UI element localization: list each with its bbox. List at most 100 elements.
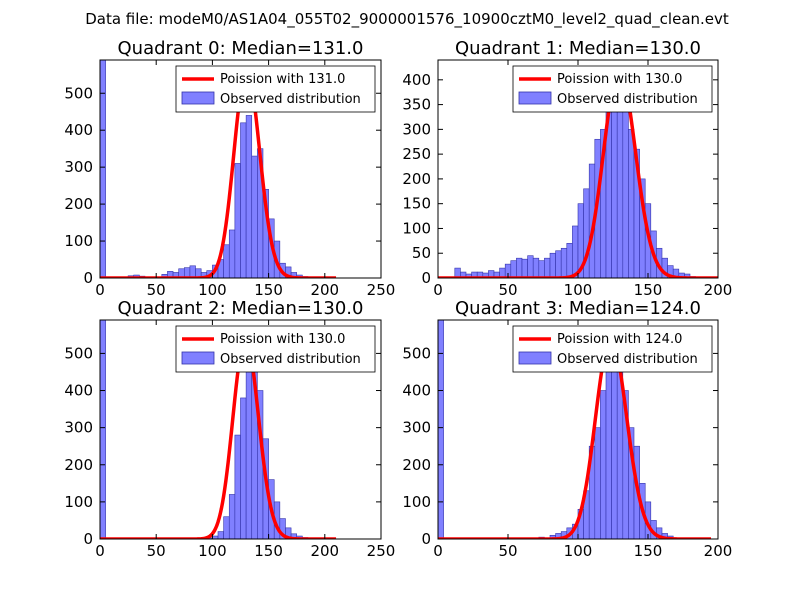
y-tick-label: 200 xyxy=(64,195,93,213)
histogram-bar xyxy=(516,257,523,278)
histogram-bar xyxy=(223,244,230,278)
x-tick-label: 200 xyxy=(704,542,733,560)
y-tick-label: 400 xyxy=(402,71,431,89)
histogram-bar xyxy=(544,257,551,278)
panel-quadrant-0: 0 50 100 150 200 250 0 100 200 300 400 500 Quadrant … xyxy=(64,38,395,299)
y-tick-label: 0 xyxy=(421,269,431,287)
poisson-curve xyxy=(438,336,712,539)
x-tick-label: 0 xyxy=(433,281,443,299)
x-tick-label: 50 xyxy=(147,542,166,560)
histogram-bar xyxy=(594,427,601,539)
histogram-bar xyxy=(245,115,253,278)
x-tick-label: 50 xyxy=(498,281,517,299)
y-tick-label: 0 xyxy=(83,269,93,287)
histogram-bar xyxy=(628,129,635,278)
y-tick-label: 300 xyxy=(64,158,93,176)
panel-title: Quadrant 2: Median=130.0 xyxy=(118,298,364,319)
legend-bar-swatch xyxy=(518,351,552,365)
y-tick-label: 200 xyxy=(402,170,431,188)
y-tick-label: 300 xyxy=(64,419,93,437)
legend-label-observed: Observed distribution xyxy=(220,92,361,107)
y-tick-label: 0 xyxy=(421,530,431,548)
axes-frame xyxy=(99,319,382,540)
y-tick-label: 400 xyxy=(402,382,431,400)
histogram-bar xyxy=(223,516,230,539)
histogram-bar xyxy=(240,397,247,539)
x-tick-label: 0 xyxy=(433,542,443,560)
histogram-bar xyxy=(555,250,562,278)
histogram-bar xyxy=(566,243,573,278)
histogram-bar xyxy=(538,260,545,278)
x-tick-label: 50 xyxy=(147,281,166,299)
y-tick-label: 350 xyxy=(402,96,431,114)
legend-bar-swatch xyxy=(518,91,552,105)
figure-suptitle: Data file: modeM0/AS1A04_055T02_90000015… xyxy=(85,10,729,29)
histogram-bar xyxy=(560,247,568,278)
legend-label-observed: Observed distribution xyxy=(557,352,698,367)
x-tick-label: 100 xyxy=(564,542,593,560)
y-tick-label: 500 xyxy=(402,344,431,362)
x-tick-label: 200 xyxy=(310,281,339,299)
legend-label-poisson: Poission with 130.0 xyxy=(220,332,345,347)
legend-label-observed: Observed distribution xyxy=(557,92,698,107)
y-tick-label: 400 xyxy=(64,382,93,400)
panel-quadrant-1: 0 50 100 150 200 0 50 100 150 200 250 300 350 400 Quad… xyxy=(402,38,732,299)
x-tick-label: 100 xyxy=(198,281,227,299)
panel-title: Quadrant 3: Median=124.0 xyxy=(455,298,701,319)
x-tick-label: 200 xyxy=(704,281,733,299)
y-tick-label: 0 xyxy=(83,530,93,548)
y-tick-label: 100 xyxy=(64,493,93,511)
histogram-bar xyxy=(228,229,236,278)
y-tick-label: 500 xyxy=(64,84,93,102)
panel-quadrant-2: 0 50 100 150 200 250 0 100 200 300 400 500 Quadrant … xyxy=(64,298,395,560)
histogram-bar xyxy=(510,260,517,278)
histogram-bar xyxy=(228,494,236,539)
x-tick-label: 150 xyxy=(634,542,663,560)
x-tick-label: 150 xyxy=(634,281,663,299)
histogram-bar xyxy=(572,225,579,278)
plot-area xyxy=(438,320,712,539)
y-tick-label: 200 xyxy=(64,456,93,474)
x-tick-label: 150 xyxy=(254,281,283,299)
panel-quadrant-3: 0 50 100 150 200 0 100 200 300 400 500 Quadrant 3: … xyxy=(402,298,732,560)
x-tick-label: 250 xyxy=(367,281,396,299)
legend-bar-swatch xyxy=(181,91,215,105)
y-tick-label: 300 xyxy=(402,120,431,138)
y-tick-label: 150 xyxy=(402,195,431,213)
legend-label-observed: Observed distribution xyxy=(220,352,361,367)
histogram-bar xyxy=(600,390,607,539)
panel-title: Quadrant 0: Median=131.0 xyxy=(118,38,364,59)
legend-label-poisson: Poission with 130.0 xyxy=(557,72,682,87)
histogram-bar xyxy=(234,434,241,539)
legend-label-poisson: Poission with 124.0 xyxy=(557,332,682,347)
x-tick-label: 0 xyxy=(95,281,105,299)
histogram-bar xyxy=(549,252,556,278)
axes-frame xyxy=(99,59,382,279)
x-tick-label: 0 xyxy=(95,542,105,560)
x-tick-label: 150 xyxy=(254,542,283,560)
y-tick-label: 400 xyxy=(64,121,93,139)
histogram-bar xyxy=(100,60,106,278)
y-tick-label: 100 xyxy=(402,493,431,511)
histogram-bar xyxy=(622,104,629,278)
histogram-bar xyxy=(527,255,534,278)
y-tick-label: 100 xyxy=(402,219,431,237)
histogram-bar xyxy=(251,155,258,278)
y-tick-label: 50 xyxy=(412,244,431,262)
y-tick-label: 100 xyxy=(64,232,93,250)
legend-label-poisson: Poission with 131.0 xyxy=(220,72,345,87)
histogram-bar xyxy=(684,273,691,278)
y-tick-label: 250 xyxy=(402,145,431,163)
histogram-bar xyxy=(521,258,528,278)
x-tick-label: 100 xyxy=(564,281,593,299)
x-tick-label: 200 xyxy=(310,542,339,560)
poisson-curve xyxy=(438,68,718,278)
histogram-bar xyxy=(240,122,247,278)
legend-bar-swatch xyxy=(181,351,215,365)
x-tick-label: 100 xyxy=(198,542,227,560)
histogram-bar xyxy=(189,265,196,278)
histogram-bar xyxy=(234,163,241,278)
histogram-bar xyxy=(217,531,224,539)
histogram-bar xyxy=(605,353,612,539)
